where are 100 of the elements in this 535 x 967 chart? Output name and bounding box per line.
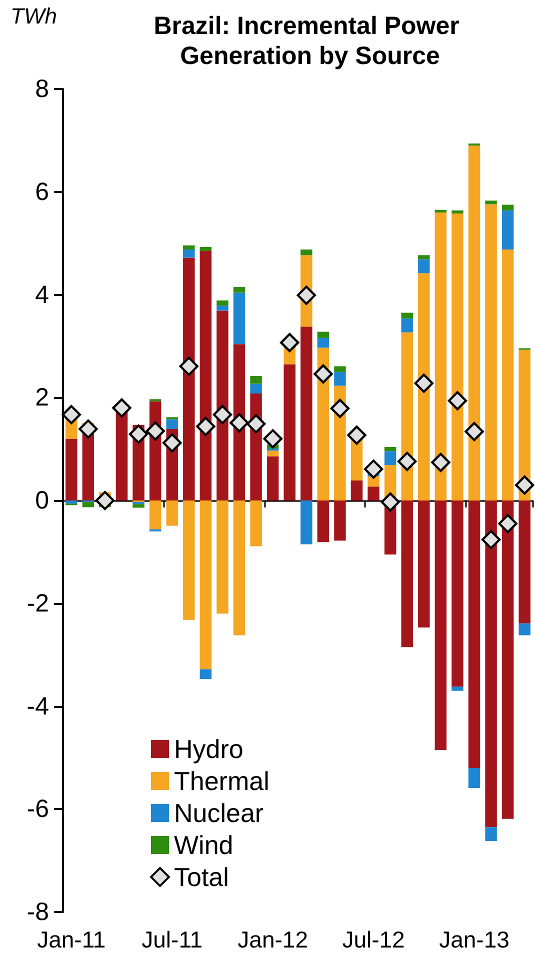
point [515,475,534,495]
y-tick-label: 4 [35,280,50,309]
point [280,332,300,352]
bar [368,476,380,487]
bar [468,500,480,768]
bar [418,255,430,260]
bar [418,273,430,500]
bar [502,210,514,250]
point [448,391,468,410]
point [95,490,115,510]
bar [485,500,497,828]
bar [216,306,228,311]
bar [434,500,447,750]
bar [216,310,228,500]
point [246,414,266,434]
bar [200,500,212,670]
bar [284,364,296,500]
point [162,433,182,452]
bar [518,350,530,500]
point [196,416,216,436]
x-tick-label: Jan-13 [439,926,510,952]
bar [132,504,144,508]
bar [300,500,312,544]
bar [518,623,530,636]
bar [300,326,312,500]
point [398,452,417,472]
y-axis-title: TWh [10,4,57,28]
legend-label: Thermal [174,766,270,796]
legend-label: Wind [174,830,234,860]
bar [266,456,279,500]
y-tick-label: 2 [35,384,49,412]
point [347,426,366,445]
y-tick-label: 8 [35,75,49,103]
bar [334,372,346,386]
bar [485,204,497,500]
bar [452,213,464,500]
x-tick-label: Jan-12 [238,926,308,952]
bar [485,827,497,842]
bar [233,292,246,344]
chart-title: Brazil: Incremental Power Generation by Source [154,12,466,70]
bar [452,210,464,214]
bar [166,500,178,526]
bar [434,210,447,212]
bar [82,502,94,508]
point [179,356,198,376]
bar [384,451,396,466]
bar [368,486,380,500]
bar [502,204,514,210]
y-tick-label: -8 [26,898,49,926]
bar [183,500,195,620]
x-tick-label: Jul-11 [142,926,203,952]
point [330,398,350,418]
bar [334,500,346,541]
bar [401,332,413,500]
bar [250,384,262,394]
bar [384,447,396,452]
bar [200,251,212,500]
bar [250,376,262,384]
bar [434,212,447,500]
bar [317,332,330,338]
y-tick-label: -4 [26,692,50,720]
bar [266,450,279,456]
bar [183,249,195,258]
bar [300,249,312,256]
bar [149,500,162,530]
x-tick-label: Jan-11 [37,926,106,952]
bar [200,246,212,252]
bar [116,412,128,500]
bar [66,500,78,504]
legend-label: Nuclear [174,798,264,828]
point [112,398,132,418]
y-tick-label: 6 [35,178,49,206]
bar [66,438,78,500]
bar [334,366,346,372]
point [263,429,282,448]
bar [183,245,195,250]
bar [216,500,228,614]
bar [485,200,497,204]
point [380,492,400,512]
bar [452,500,464,687]
point [431,452,450,472]
point [296,286,316,305]
bar [216,300,228,306]
y-tick-label: -2 [26,589,49,618]
bar [401,318,413,332]
point [464,422,484,442]
bar [183,258,195,500]
point [481,530,501,550]
bar [233,287,246,293]
bar [401,312,413,318]
point [62,405,81,424]
bar [502,500,514,819]
legend-label: Total [174,862,229,892]
legend-label: Hydro [174,734,244,764]
bar [468,768,480,788]
point [230,413,249,432]
bar [350,480,363,500]
bar [418,259,430,274]
point [78,419,98,439]
bar [418,500,430,628]
